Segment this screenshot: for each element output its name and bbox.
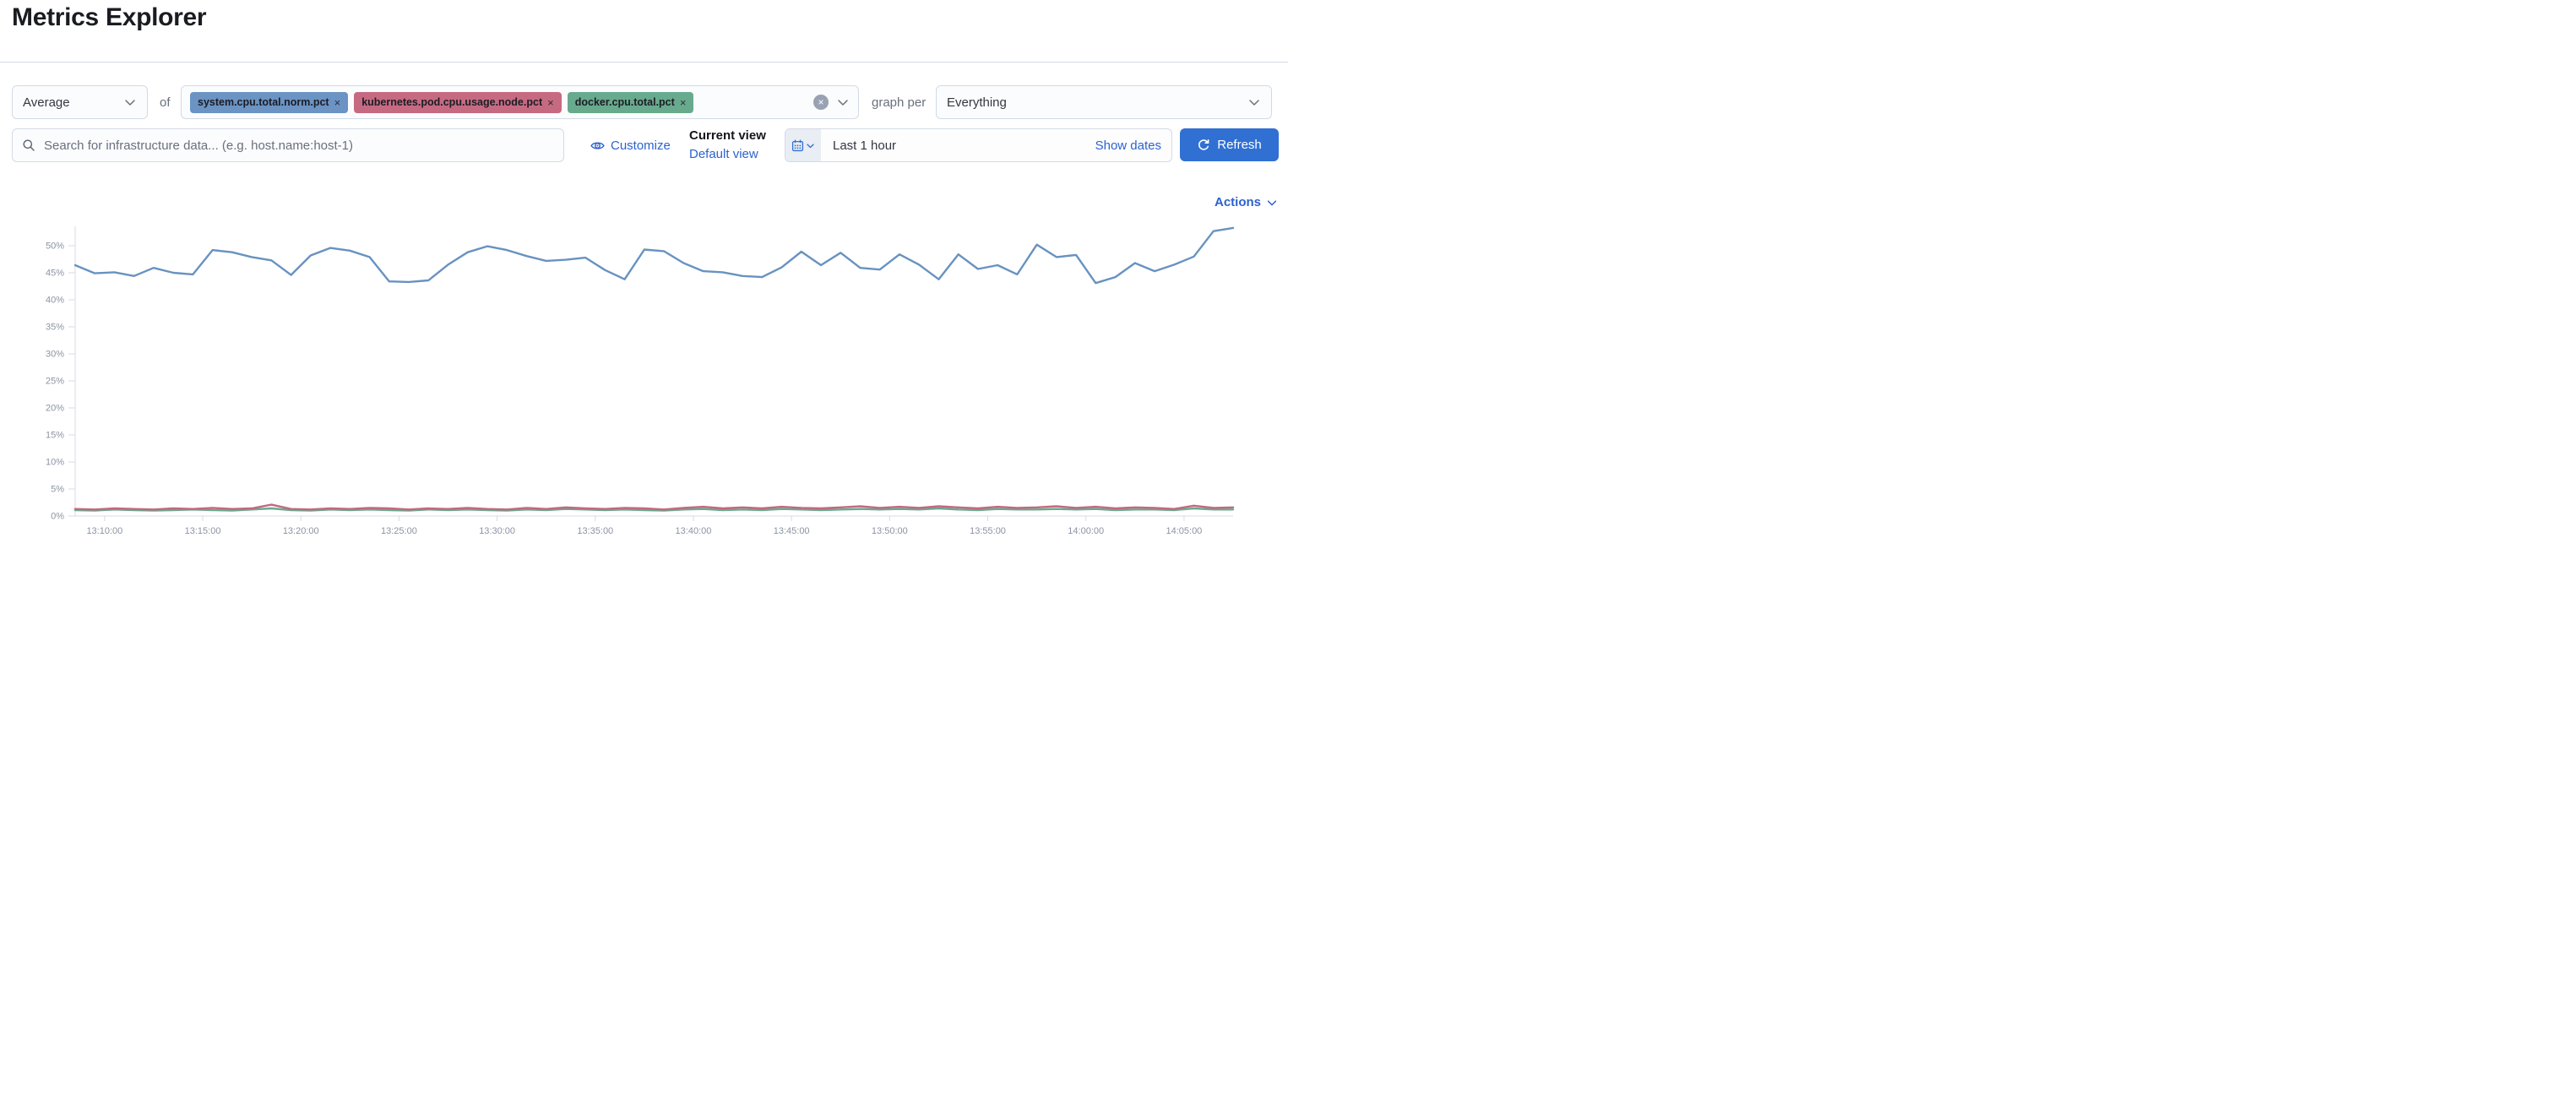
svg-text:50%: 50% bbox=[46, 242, 64, 252]
clear-all-icon[interactable]: × bbox=[813, 95, 829, 110]
eye-icon bbox=[590, 141, 605, 149]
customize-label: Customize bbox=[611, 138, 671, 153]
default-view-link[interactable]: Default view bbox=[689, 147, 758, 161]
search-box bbox=[12, 128, 564, 162]
actions-label: Actions bbox=[1214, 195, 1261, 209]
metrics-combo-box[interactable]: system.cpu.total.norm.pct × kubernetes.p… bbox=[181, 85, 859, 119]
chevron-down-icon bbox=[807, 143, 814, 148]
aggregation-value: Average bbox=[23, 95, 70, 110]
svg-text:13:40:00: 13:40:00 bbox=[676, 526, 712, 536]
group-by-value: Everything bbox=[947, 95, 1007, 110]
svg-text:25%: 25% bbox=[46, 377, 64, 387]
chevron-down-icon bbox=[1249, 100, 1259, 106]
svg-text:13:55:00: 13:55:00 bbox=[970, 526, 1006, 536]
search-input[interactable] bbox=[42, 137, 554, 154]
refresh-label: Refresh bbox=[1217, 138, 1262, 152]
metric-pill-label: system.cpu.total.norm.pct bbox=[198, 96, 329, 108]
remove-metric-icon[interactable]: × bbox=[547, 95, 554, 109]
svg-text:30%: 30% bbox=[46, 350, 64, 360]
time-range-value[interactable]: Last 1 hour bbox=[833, 138, 897, 153]
svg-text:35%: 35% bbox=[46, 323, 64, 333]
show-dates-button[interactable]: Show dates bbox=[1095, 138, 1161, 153]
remove-metric-icon[interactable]: × bbox=[679, 95, 687, 109]
svg-text:13:45:00: 13:45:00 bbox=[774, 526, 810, 536]
metric-pill-system-cpu[interactable]: system.cpu.total.norm.pct × bbox=[190, 91, 349, 113]
calendar-icon bbox=[791, 138, 804, 151]
svg-text:14:05:00: 14:05:00 bbox=[1166, 526, 1202, 536]
svg-text:15%: 15% bbox=[46, 431, 64, 441]
remove-metric-icon[interactable]: × bbox=[334, 95, 341, 109]
of-label: of bbox=[160, 95, 171, 110]
search-icon bbox=[23, 139, 35, 151]
svg-text:40%: 40% bbox=[46, 296, 64, 306]
refresh-button[interactable]: Refresh bbox=[1180, 128, 1279, 161]
svg-text:13:35:00: 13:35:00 bbox=[577, 526, 613, 536]
chevron-down-icon bbox=[125, 100, 135, 106]
metric-pill-kubernetes-pod-cpu[interactable]: kubernetes.pod.cpu.usage.node.pct × bbox=[354, 91, 562, 113]
metrics-chart[interactable]: 0% 5% 10% 15% 20% 25% 30% 35% 40% 45% 50% 13:10:00 1… bbox=[0, 220, 1288, 554]
page-title: Metrics Explorer bbox=[12, 3, 207, 31]
metrics-explorer-page: Metrics Explorer Average of system.cpu.t… bbox=[0, 0, 1288, 554]
svg-text:45%: 45% bbox=[46, 269, 64, 279]
svg-text:20%: 20% bbox=[46, 404, 64, 414]
svg-text:13:10:00: 13:10:00 bbox=[86, 526, 122, 536]
metric-pill-label: docker.cpu.total.pct bbox=[574, 96, 675, 108]
chevron-down-icon bbox=[1267, 199, 1277, 205]
chevron-down-icon[interactable] bbox=[836, 95, 850, 109]
date-picker: Last 1 hour Show dates bbox=[785, 128, 1172, 162]
date-picker-menu-button[interactable] bbox=[785, 129, 821, 161]
refresh-icon bbox=[1198, 138, 1209, 150]
svg-text:13:25:00: 13:25:00 bbox=[381, 526, 417, 536]
svg-text:13:50:00: 13:50:00 bbox=[872, 526, 908, 536]
group-by-select[interactable]: Everything bbox=[936, 85, 1272, 119]
svg-text:0%: 0% bbox=[51, 512, 64, 522]
metric-pill-label: kubernetes.pod.cpu.usage.node.pct bbox=[361, 96, 543, 108]
current-view-label: Current view bbox=[689, 128, 766, 143]
aggregation-select[interactable]: Average bbox=[12, 85, 148, 119]
svg-text:13:30:00: 13:30:00 bbox=[479, 526, 515, 536]
svg-text:14:00:00: 14:00:00 bbox=[1068, 526, 1104, 536]
view-status: Current view Default view bbox=[689, 128, 766, 162]
actions-menu-button[interactable]: Actions bbox=[1215, 195, 1278, 209]
customize-button[interactable]: Customize bbox=[590, 128, 671, 162]
metric-pill-docker-cpu[interactable]: docker.cpu.total.pct × bbox=[567, 91, 694, 113]
svg-text:13:20:00: 13:20:00 bbox=[283, 526, 319, 536]
graph-per-label: graph per bbox=[872, 95, 927, 110]
svg-text:5%: 5% bbox=[51, 485, 64, 495]
svg-text:13:15:00: 13:15:00 bbox=[185, 526, 221, 536]
svg-text:10%: 10% bbox=[46, 458, 64, 468]
